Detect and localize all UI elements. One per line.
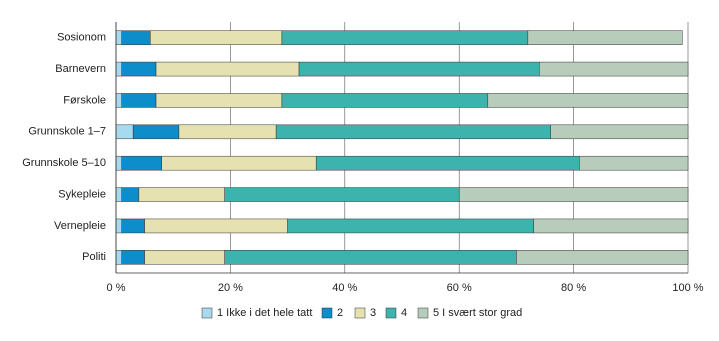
bar-segment	[550, 124, 689, 140]
bar-segment	[121, 155, 163, 171]
bar-segment	[115, 124, 134, 140]
legend-label: 1 Ikke i det hele tatt	[217, 307, 312, 319]
legend-swatch	[354, 307, 366, 319]
x-tick-label: 100 %	[672, 282, 703, 294]
bar-segment	[224, 250, 517, 265]
legend-label: 2	[337, 307, 343, 319]
legend-label: 4	[401, 307, 407, 319]
bar-segment	[121, 187, 140, 202]
bar-segment	[155, 61, 300, 77]
bar-segment	[275, 124, 551, 140]
legend-label: 3	[370, 307, 376, 319]
bar-segment	[115, 218, 122, 234]
y-tick-label: Grunnskole 5–10	[22, 157, 106, 169]
bar-segment	[487, 93, 689, 108]
bar-segment	[115, 187, 122, 202]
x-tick-label: 60 %	[447, 282, 472, 294]
bar-segment	[138, 187, 225, 202]
bar-segment	[281, 30, 529, 45]
bar-segment	[315, 155, 580, 171]
bar-segment	[579, 155, 689, 171]
bar-segment	[287, 218, 534, 234]
bar-segment	[121, 93, 157, 108]
bar-segment	[224, 187, 460, 202]
bar-segment	[121, 61, 157, 77]
bar-segment	[115, 155, 122, 171]
bar-segment	[115, 61, 122, 77]
y-tick-label: Politi	[82, 251, 106, 263]
y-tick-label: Barnevern	[55, 63, 106, 75]
bar-segment	[144, 250, 225, 265]
bar-segment	[458, 187, 689, 202]
x-tick-label: 40 %	[332, 282, 357, 294]
x-tick-label: 0 %	[107, 282, 126, 294]
legend-swatch	[417, 307, 429, 319]
bar-segment	[539, 61, 689, 77]
y-tick-label: Sykepleie	[58, 188, 106, 200]
legend-swatch	[201, 307, 213, 319]
bar-segment	[121, 218, 145, 234]
bar-segment	[161, 155, 317, 171]
x-tick-label: 80 %	[561, 282, 586, 294]
bar-segment	[132, 124, 180, 140]
bar-segment	[115, 30, 122, 45]
bar-segment	[121, 250, 145, 265]
y-tick-label: Førskole	[63, 94, 106, 106]
y-tick-label: Vernepleie	[54, 220, 106, 232]
bar-segment	[178, 124, 277, 140]
bar-segment	[155, 93, 283, 108]
bar-segment	[527, 30, 683, 45]
y-tick-label: Grunnskole 1–7	[28, 126, 106, 138]
legend-label: 5 I svært stor grad	[433, 307, 522, 319]
bar-segment	[516, 250, 689, 265]
bar-segment	[281, 93, 489, 108]
legend-swatch	[385, 307, 397, 319]
x-tick-label: 20 %	[218, 282, 243, 294]
bar-segment	[115, 250, 122, 265]
bar-segment	[298, 61, 540, 77]
y-tick-label: Sosionom	[57, 32, 106, 44]
legend-swatch	[321, 307, 333, 319]
bar-segment	[150, 30, 283, 45]
bar-segment	[533, 218, 689, 234]
bar-segment	[144, 218, 288, 234]
bar-segment	[121, 30, 151, 45]
bar-segment	[115, 93, 122, 108]
